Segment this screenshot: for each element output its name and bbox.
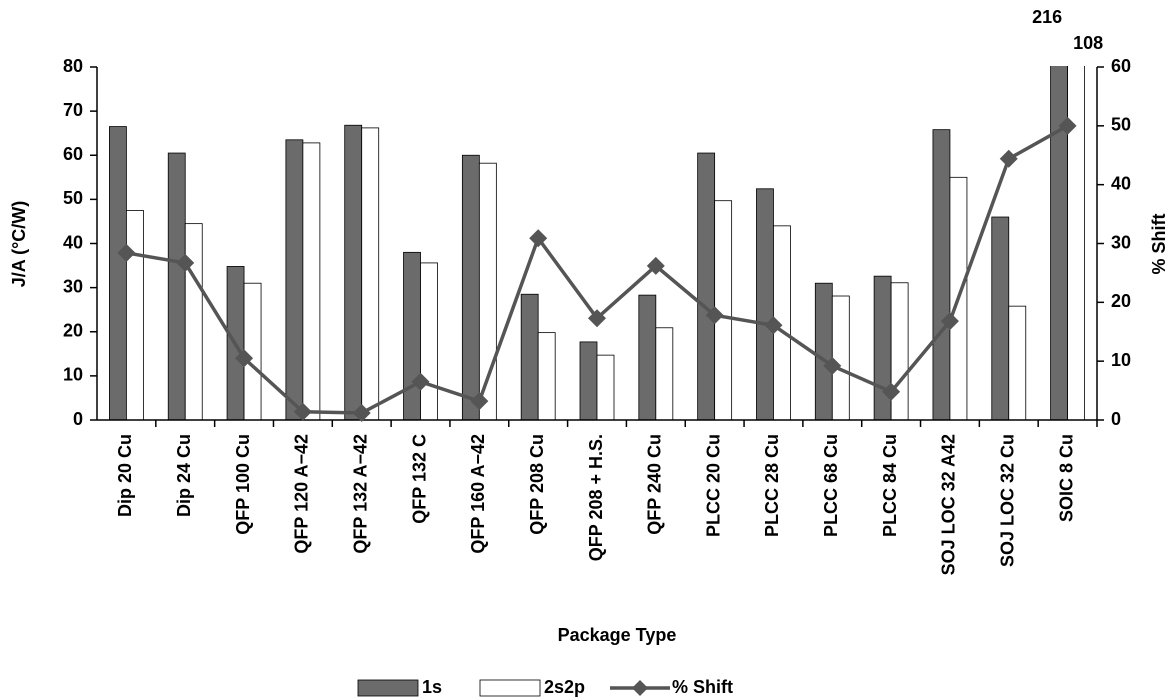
bar	[831, 295, 850, 421]
bar	[756, 188, 774, 421]
bar	[461, 154, 480, 421]
bar	[873, 275, 892, 421]
marker	[293, 402, 312, 421]
marker	[470, 392, 489, 411]
bar	[167, 152, 186, 421]
x-axis-title: Package Type	[558, 625, 677, 645]
y2-tick-label: 0	[1111, 409, 1121, 429]
marker	[764, 316, 783, 335]
x-tick-label: PLCC 84 Cu	[880, 434, 900, 537]
x-tick-label: QFP 120 A−42	[292, 434, 312, 554]
x-tick-label: SOJ LOC 32 A42	[939, 434, 959, 575]
marker	[411, 372, 430, 391]
x-tick-label: PLCC 68 Cu	[821, 434, 841, 537]
bar	[1050, 66, 1068, 421]
marker	[529, 229, 548, 248]
x-tick-label: Dip 20 Cu	[115, 434, 135, 517]
y2-tick-label: 40	[1111, 173, 1131, 193]
legend-swatch	[479, 679, 541, 697]
x-tick-label: QFP 208 Cu	[527, 434, 547, 535]
bar	[991, 216, 1010, 421]
x-tick-label: SOIC 8 Cu	[1056, 434, 1076, 522]
x-tick-label: PLCC 20 Cu	[703, 434, 723, 537]
y2-axis-title: % Shift	[1149, 213, 1169, 274]
x-tick-label: PLCC 28 Cu	[762, 434, 782, 537]
y-tick-label: 50	[63, 188, 83, 208]
marker	[588, 309, 606, 328]
legend-label: 1s	[422, 677, 442, 697]
y-tick-label: 0	[73, 409, 83, 429]
bar	[890, 282, 909, 421]
y2-tick-label: 30	[1111, 232, 1131, 252]
x-tick-label: QFP 208 + H.S.	[586, 434, 606, 561]
marker	[705, 306, 724, 325]
bar	[537, 332, 556, 421]
bar	[420, 262, 438, 421]
marker	[117, 243, 136, 262]
marker	[1058, 116, 1077, 135]
bar	[596, 354, 615, 421]
x-tick-label: Dip 24 Cu	[174, 434, 194, 517]
legend-swatch	[357, 679, 419, 697]
bar	[184, 223, 203, 421]
y-tick-label: 30	[63, 276, 83, 296]
y-tick-label: 80	[63, 56, 83, 76]
bar	[243, 282, 262, 421]
x-tick-label: SOJ LOC 32 Cu	[998, 434, 1018, 567]
y-tick-label: 10	[63, 365, 83, 385]
y2-tick-label: 50	[1111, 115, 1131, 135]
legend-marker	[632, 680, 648, 696]
y-tick-label: 20	[63, 321, 83, 341]
bar	[344, 124, 363, 421]
bar	[1008, 305, 1027, 421]
bar	[579, 341, 598, 421]
y-axis-title: J/A (°C/W)	[9, 201, 29, 288]
marker	[823, 356, 842, 375]
marker	[235, 349, 254, 368]
bar	[302, 142, 321, 421]
bar	[697, 152, 716, 421]
x-tick-label: QFP 160 A−42	[468, 434, 488, 554]
bar	[285, 139, 304, 421]
y-tick-label: 40	[63, 232, 83, 252]
bar	[1067, 66, 1085, 421]
y2-tick-label: 20	[1111, 291, 1131, 311]
legend-label: % Shift	[672, 677, 733, 697]
value-label: 216	[1032, 7, 1062, 27]
marker	[940, 312, 959, 331]
bar	[932, 129, 951, 421]
marker	[176, 253, 195, 272]
legend-label: 2s2p	[544, 677, 585, 697]
marker	[999, 149, 1018, 168]
bar	[655, 327, 674, 421]
x-tick-label: QFP 100 Cu	[233, 434, 253, 535]
x-tick-label: QFP 132 A−42	[350, 434, 370, 554]
marker	[646, 256, 665, 275]
marker	[882, 382, 901, 401]
y2-tick-label: 10	[1111, 350, 1131, 370]
x-tick-label: QFP 240 Cu	[645, 434, 665, 535]
y-tick-label: 70	[63, 100, 83, 120]
bar	[403, 251, 421, 421]
value-label: 108	[1073, 33, 1103, 53]
x-tick-label: QFP 132 C	[409, 434, 429, 524]
bar	[520, 293, 539, 421]
bar	[638, 294, 657, 421]
y-tick-label: 60	[63, 144, 83, 164]
y2-tick-label: 60	[1111, 56, 1131, 76]
marker	[352, 403, 371, 422]
bar	[109, 126, 127, 421]
bar	[126, 210, 144, 421]
bars	[109, 66, 1085, 421]
bar	[361, 127, 380, 421]
bar	[814, 282, 833, 421]
